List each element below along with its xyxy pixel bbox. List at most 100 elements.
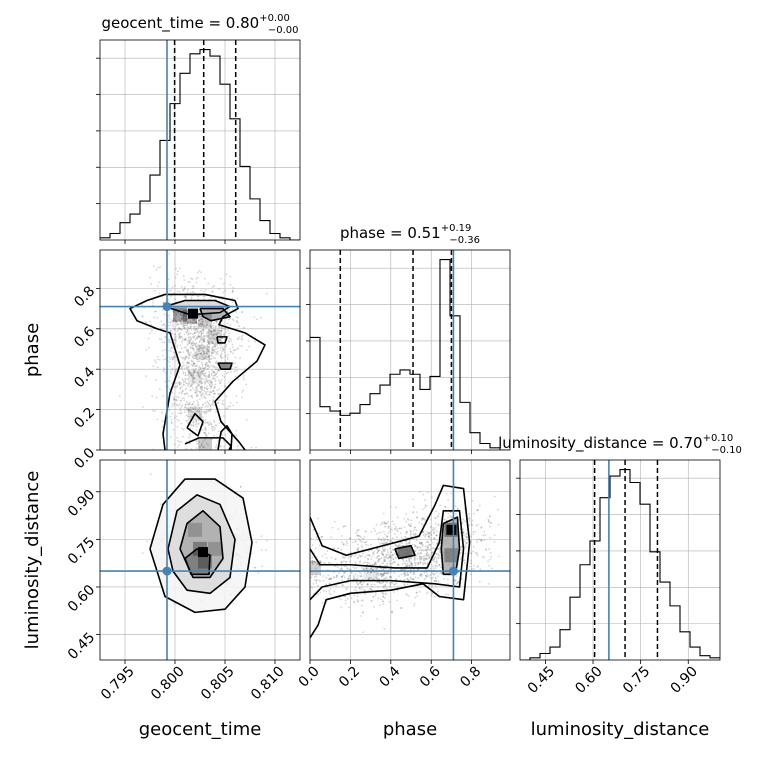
sample-point bbox=[344, 599, 347, 602]
sample-point bbox=[377, 549, 380, 552]
sample-point bbox=[394, 527, 396, 530]
sample-point bbox=[377, 538, 380, 541]
sample-point bbox=[214, 330, 217, 332]
sample-point bbox=[145, 375, 147, 378]
sample-point bbox=[224, 354, 227, 357]
sample-point bbox=[158, 292, 161, 295]
sample-point bbox=[427, 548, 430, 551]
sample-point bbox=[178, 444, 181, 447]
sample-point bbox=[397, 575, 400, 578]
sample-point bbox=[180, 440, 183, 443]
sample-point bbox=[185, 331, 188, 334]
sample-point bbox=[224, 355, 227, 358]
sample-point bbox=[201, 363, 204, 366]
sample-point bbox=[311, 574, 314, 576]
sample-point bbox=[240, 336, 243, 338]
sample-point bbox=[206, 364, 209, 367]
sample-point bbox=[181, 385, 183, 388]
sample-point bbox=[177, 311, 180, 314]
sample-point bbox=[185, 318, 188, 320]
sample-point bbox=[483, 530, 486, 533]
sample-point bbox=[336, 566, 339, 569]
sample-point bbox=[213, 322, 215, 324]
sample-point bbox=[187, 409, 190, 411]
sample-point bbox=[195, 447, 198, 449]
sample-point bbox=[151, 395, 154, 398]
sample-point bbox=[230, 367, 233, 370]
sample-point bbox=[197, 327, 199, 330]
sample-point bbox=[440, 572, 443, 575]
sample-point bbox=[392, 548, 394, 551]
sample-point bbox=[157, 266, 160, 269]
sample-point bbox=[370, 571, 372, 574]
sample-point bbox=[240, 396, 243, 399]
sample-point bbox=[174, 342, 177, 345]
sample-point bbox=[203, 431, 206, 434]
sample-point bbox=[183, 408, 186, 411]
sample-point bbox=[203, 370, 205, 372]
sample-point bbox=[187, 395, 190, 398]
sample-point bbox=[186, 403, 189, 406]
sample-point bbox=[170, 382, 173, 384]
sample-point bbox=[376, 567, 379, 570]
sample-point bbox=[476, 509, 479, 512]
sample-point bbox=[188, 339, 191, 341]
sample-point bbox=[422, 559, 425, 561]
sample-point bbox=[216, 402, 219, 404]
sample-point bbox=[296, 566, 298, 568]
density-bin bbox=[173, 307, 187, 322]
sample-point bbox=[221, 346, 224, 349]
sample-point bbox=[408, 539, 411, 542]
sample-point bbox=[177, 337, 180, 340]
sample-point bbox=[210, 381, 213, 384]
sample-point bbox=[163, 313, 166, 316]
sample-point bbox=[183, 324, 186, 327]
sample-point bbox=[235, 316, 238, 318]
sample-point bbox=[389, 576, 392, 579]
sample-point bbox=[386, 535, 389, 538]
sample-point bbox=[301, 568, 303, 570]
sample-point bbox=[188, 341, 191, 344]
sample-point bbox=[376, 556, 379, 558]
sample-point bbox=[292, 582, 294, 584]
sample-point bbox=[189, 339, 192, 342]
sample-point bbox=[191, 321, 194, 324]
panel-frame bbox=[309, 249, 511, 451]
sample-point bbox=[190, 351, 192, 354]
sample-point bbox=[187, 370, 190, 373]
sample-point bbox=[201, 341, 204, 344]
sample-point bbox=[195, 356, 198, 359]
sample-point bbox=[190, 342, 193, 344]
sample-point bbox=[196, 394, 199, 397]
sample-point bbox=[350, 572, 353, 574]
sample-point bbox=[419, 490, 422, 493]
sample-point bbox=[194, 351, 197, 354]
sample-point bbox=[184, 388, 187, 391]
sample-point bbox=[185, 387, 187, 390]
sample-point bbox=[191, 379, 194, 382]
sample-point bbox=[180, 335, 183, 338]
sample-point bbox=[356, 534, 359, 537]
sample-point bbox=[227, 340, 230, 342]
truth-marker bbox=[162, 566, 172, 576]
sample-point bbox=[201, 372, 204, 375]
sample-point bbox=[157, 355, 159, 358]
sample-point bbox=[419, 552, 422, 554]
sample-point bbox=[219, 380, 222, 383]
sample-point bbox=[169, 320, 172, 323]
sample-point bbox=[208, 376, 211, 379]
sample-point bbox=[424, 574, 427, 577]
sample-point bbox=[182, 289, 185, 292]
sample-point bbox=[204, 383, 206, 385]
sample-point bbox=[193, 371, 196, 374]
sample-point bbox=[409, 576, 412, 579]
sample-point bbox=[192, 424, 195, 427]
sample-point bbox=[465, 533, 468, 535]
sample-point bbox=[235, 369, 238, 372]
sample-point bbox=[359, 555, 362, 558]
sample-point bbox=[198, 369, 201, 372]
sample-point bbox=[161, 295, 164, 298]
sample-point bbox=[189, 401, 192, 404]
sample-point bbox=[255, 541, 258, 544]
sample-point bbox=[346, 542, 348, 545]
